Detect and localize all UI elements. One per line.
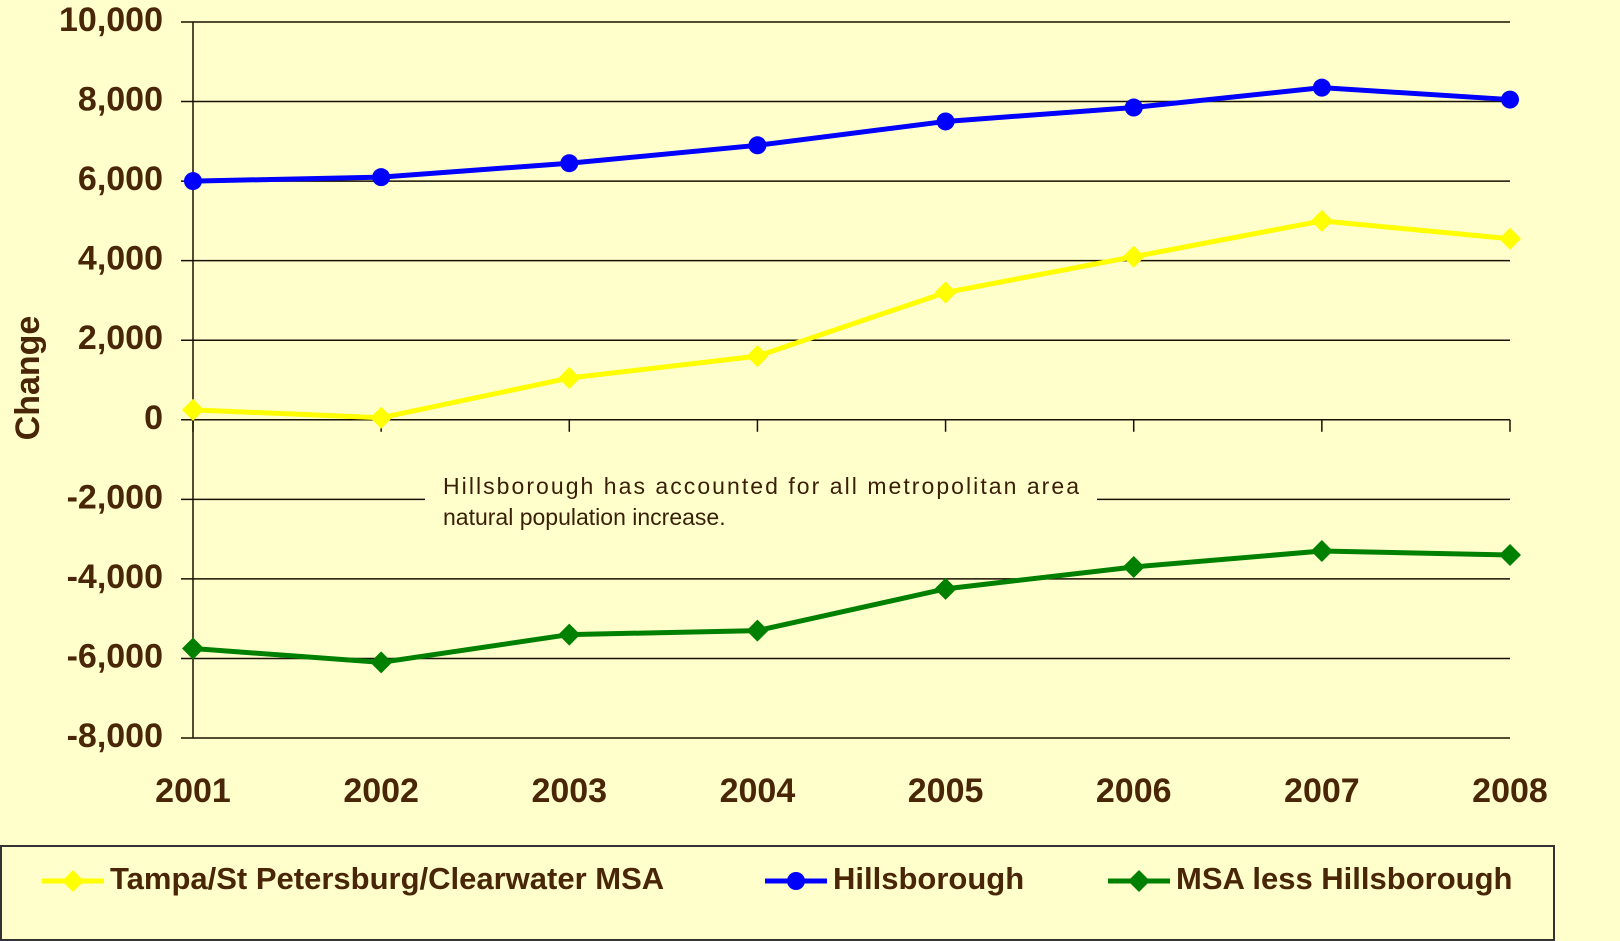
marker (1501, 90, 1519, 109)
series-line (192, 548, 1511, 665)
marker (787, 872, 805, 890)
y-tick-label: -4,000 (67, 558, 163, 596)
marker (1499, 544, 1521, 567)
marker (748, 136, 767, 155)
x-tick-label: 2001 (155, 772, 231, 810)
x-tick-label: 2004 (720, 772, 796, 810)
marker (1310, 209, 1333, 232)
marker (1128, 870, 1150, 892)
y-tick-label: 4,000 (78, 240, 163, 278)
marker (370, 651, 393, 674)
marker (934, 577, 957, 600)
marker (1499, 227, 1521, 250)
marker (370, 406, 393, 429)
y-axis-title: Change (9, 316, 47, 441)
marker (558, 367, 581, 390)
legend-label: MSA less Hillsborough (1176, 861, 1512, 896)
annotation: Hillsborough has accounted for all metro… (443, 473, 1079, 499)
marker (62, 870, 84, 892)
y-tick-label: 6,000 (78, 160, 163, 198)
x-tick-label: 2008 (1472, 772, 1548, 810)
marker (746, 619, 769, 642)
y-tick-label: 0 (144, 399, 163, 437)
y-tick-label: 2,000 (78, 319, 163, 357)
y-tick-label: -6,000 (67, 637, 163, 675)
y-tick-label: 10,000 (59, 1, 163, 39)
marker (1122, 555, 1145, 578)
x-tick-label: 2006 (1096, 772, 1172, 810)
y-tick-label: -2,000 (67, 478, 163, 516)
series-line (192, 218, 1511, 421)
series-line (192, 85, 1511, 184)
legend-label: Tampa/St Petersburg/Clearwater MSA (110, 861, 664, 896)
marker (936, 112, 955, 131)
annotation-bg (425, 470, 1097, 532)
marker (1312, 78, 1331, 97)
x-tick-label: 2005 (908, 772, 984, 810)
x-tick-label: 2007 (1284, 772, 1360, 810)
legend-box (0, 845, 1555, 941)
marker (182, 398, 204, 421)
y-tick-label: 8,000 (78, 81, 163, 119)
x-tick-label: 2002 (343, 772, 419, 810)
marker (1122, 245, 1145, 268)
marker (182, 637, 204, 660)
marker (1310, 540, 1333, 563)
marker (558, 623, 581, 646)
marker (184, 172, 202, 191)
annotation: natural population increase. (443, 504, 726, 530)
marker (1124, 98, 1143, 117)
marker (372, 168, 391, 187)
legend-label: Hillsborough (833, 861, 1024, 896)
marker (934, 281, 957, 304)
marker (560, 154, 579, 173)
y-tick-label: -8,000 (67, 717, 163, 755)
x-tick-label: 2003 (531, 772, 607, 810)
marker (746, 345, 769, 368)
